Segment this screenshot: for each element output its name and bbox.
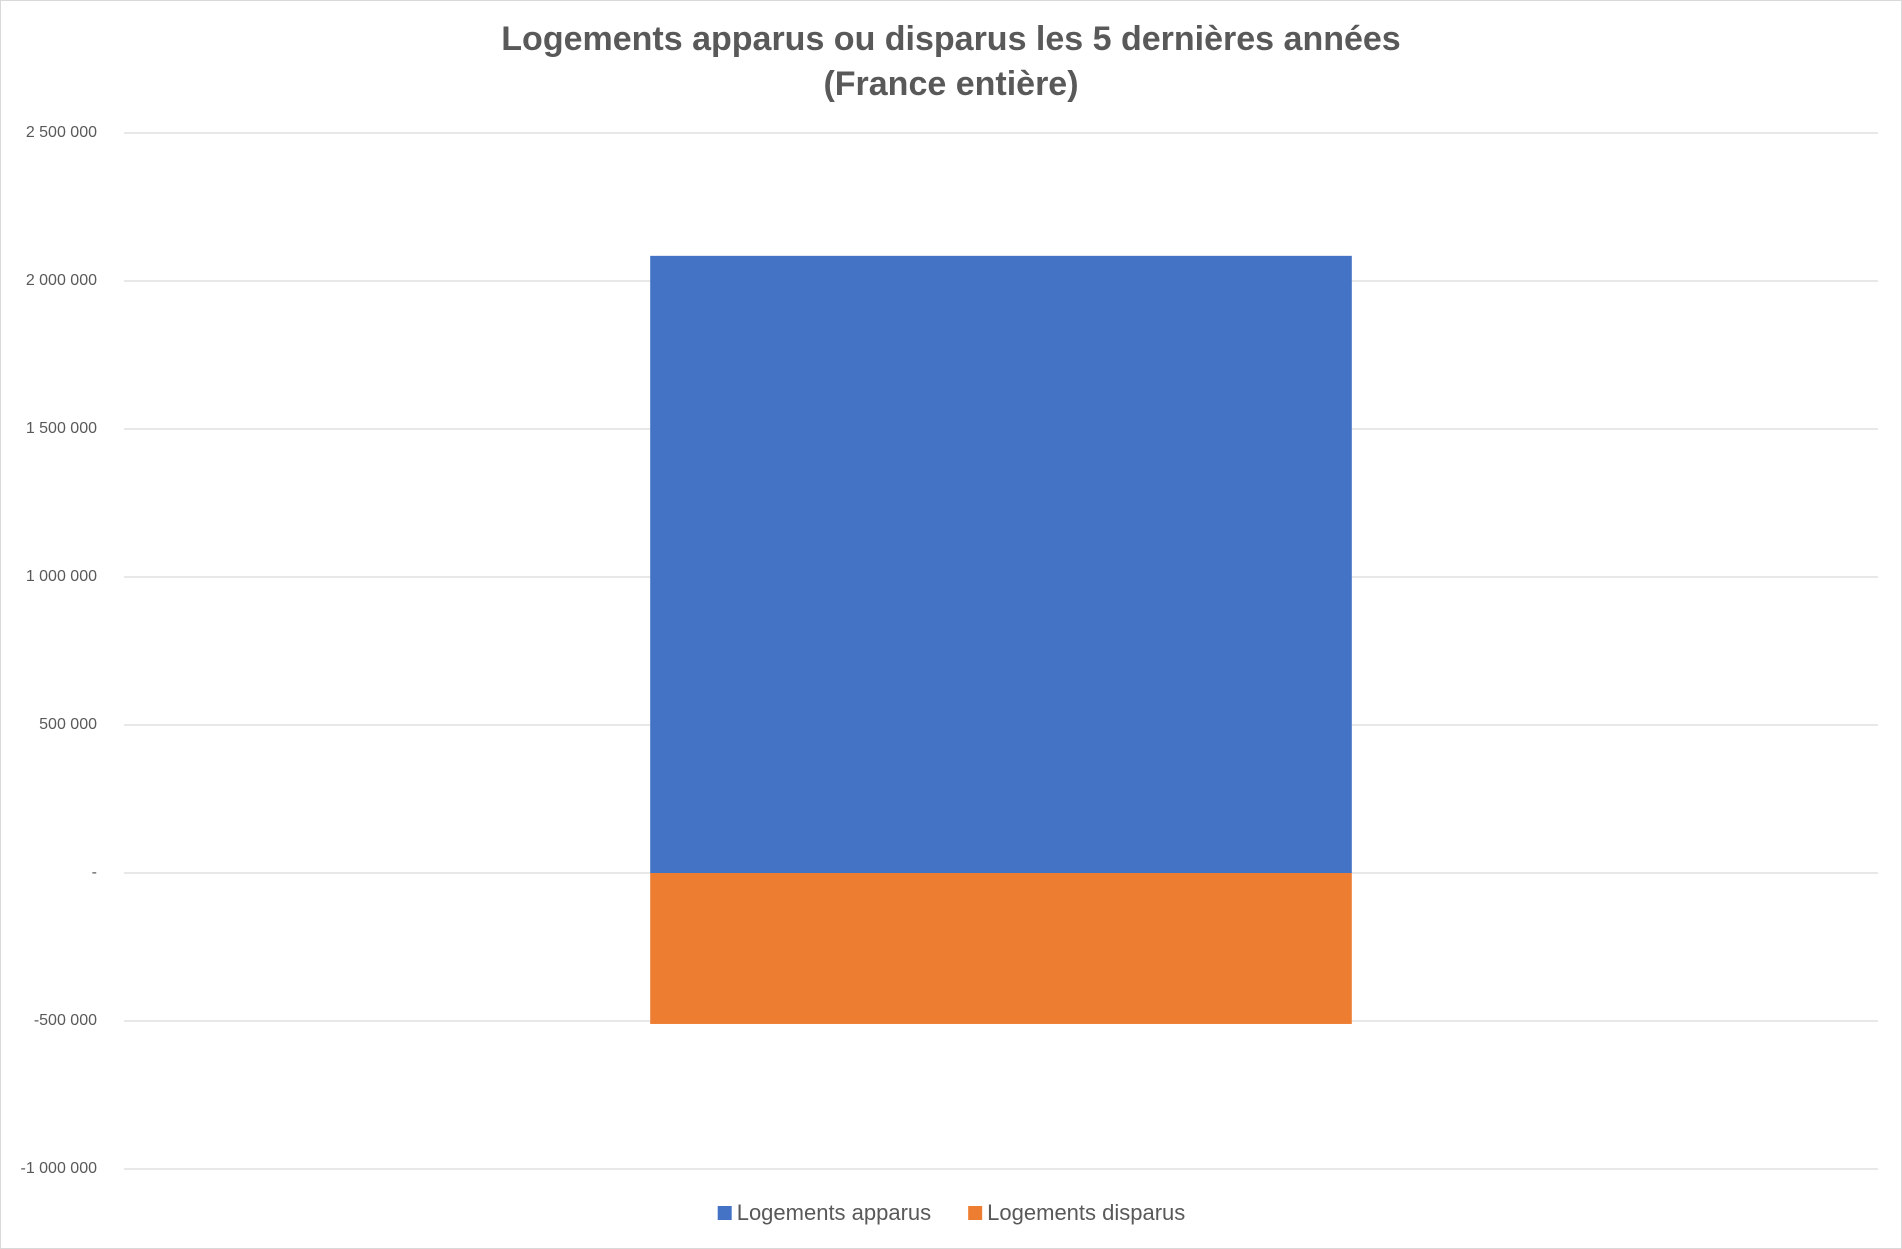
y-tick-label: 2 500 000 <box>26 124 97 141</box>
legend-swatch <box>968 1206 983 1220</box>
chart-subtitle: (France entière) <box>823 65 1078 103</box>
legend-swatch <box>717 1206 732 1220</box>
chart-title: Logements apparus ou disparus les 5 dern… <box>501 20 1400 58</box>
y-tick-label: - <box>92 864 97 881</box>
y-tick-label: 1 500 000 <box>26 420 97 437</box>
legend-label: Logements apparus <box>737 1200 931 1225</box>
y-tick-label: -500 000 <box>34 1012 97 1029</box>
legend-label: Logements disparus <box>987 1200 1185 1225</box>
bar-segment <box>650 255 1352 874</box>
y-tick-label: 500 000 <box>39 716 97 733</box>
y-tick-label: -1 000 000 <box>20 1160 97 1177</box>
y-tick-label: 2 000 000 <box>26 272 97 289</box>
y-tick-label: 1 000 000 <box>26 568 97 585</box>
bar-segment <box>650 873 1352 1024</box>
